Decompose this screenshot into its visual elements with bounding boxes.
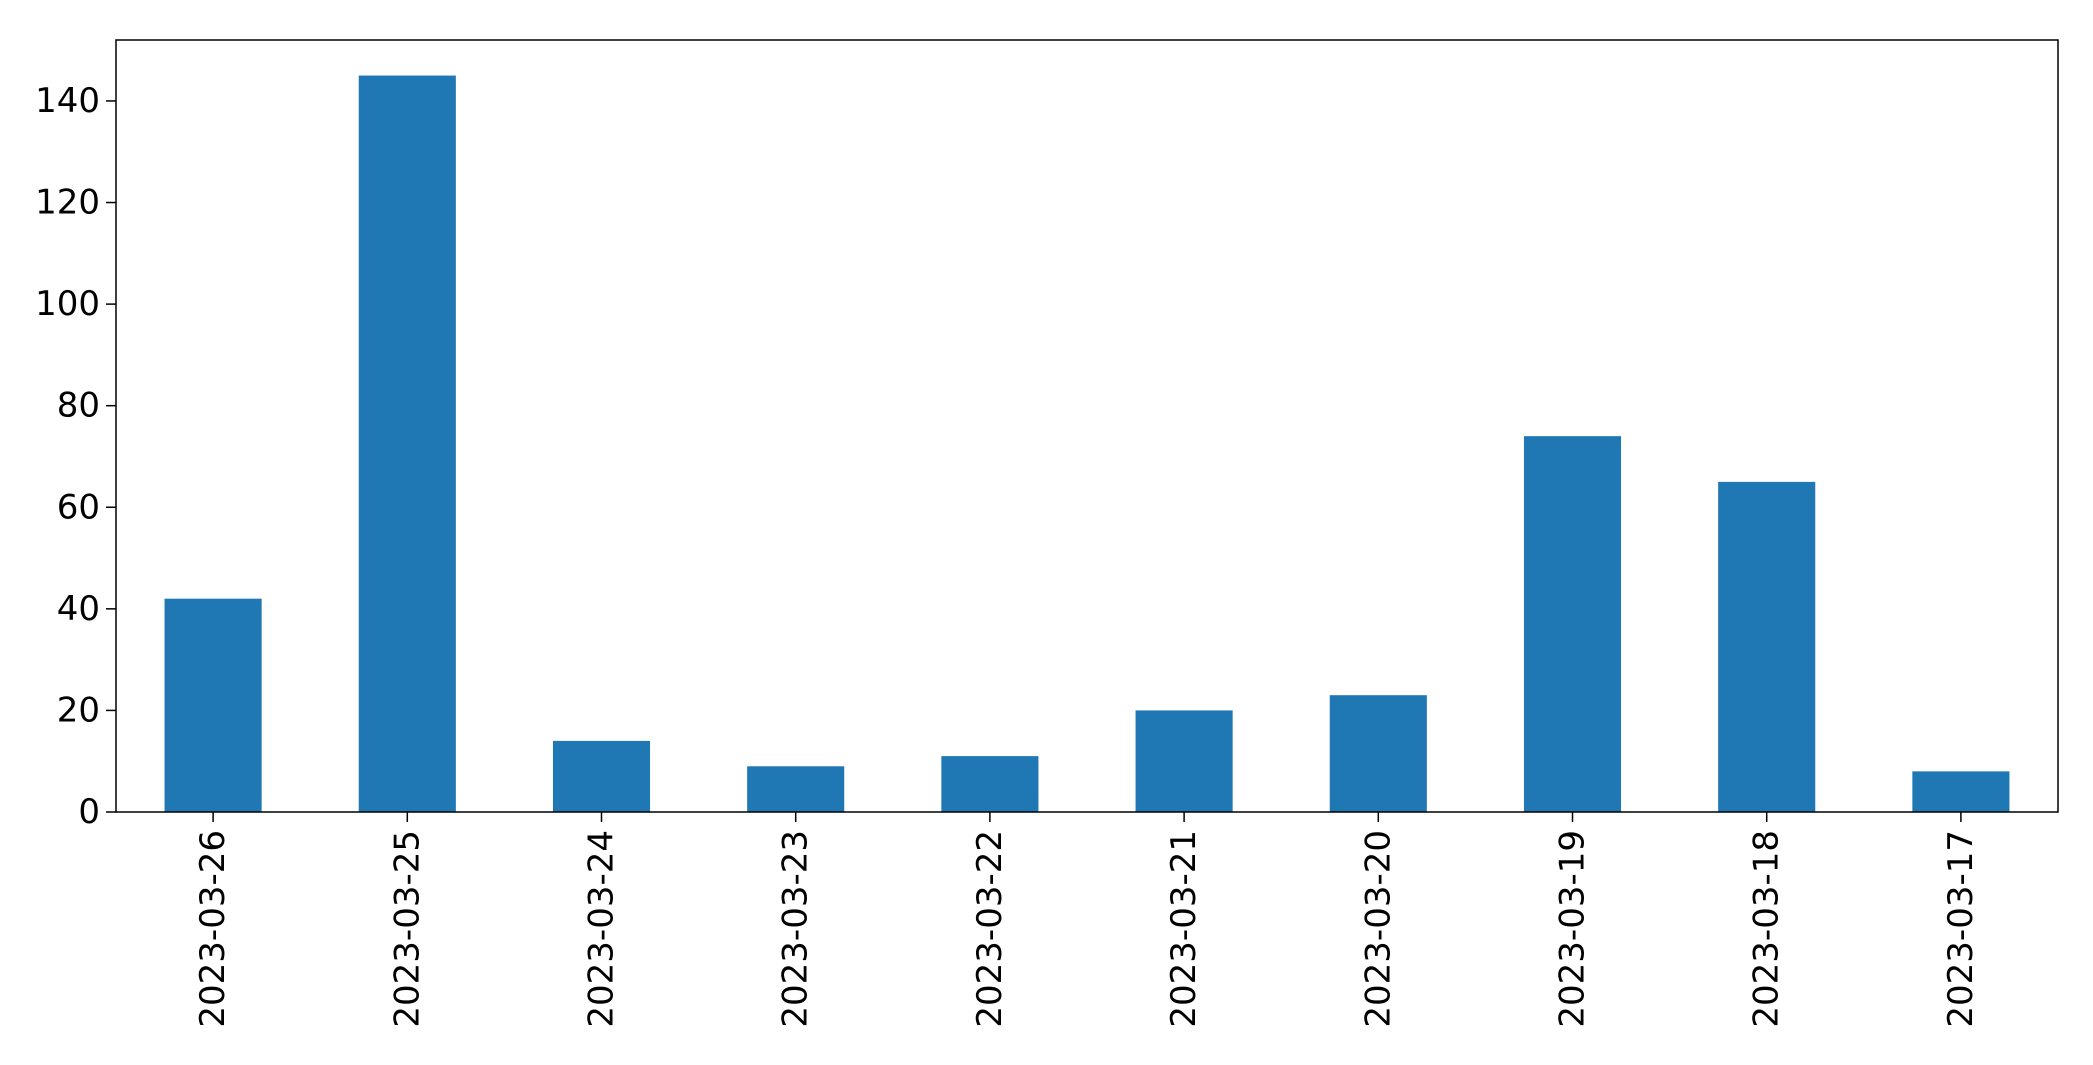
x-tick-label: 2023-03-23 (776, 830, 816, 1028)
y-axis: 0 20 40 60 80 100 120 140 (35, 81, 116, 832)
y-tick-label: 140 (35, 81, 100, 121)
bar-2023-03-26 (164, 598, 262, 812)
x-tick-label: 2023-03-20 (1358, 830, 1398, 1028)
x-tick-label: 2023-03-25 (387, 830, 427, 1028)
bar-2023-03-22 (941, 756, 1039, 812)
y-tick-label: 100 (35, 284, 100, 324)
x-tick-label: 2023-03-18 (1747, 830, 1787, 1028)
x-tick-label: 2023-03-24 (582, 830, 622, 1028)
plot-frame (115, 39, 2059, 813)
x-tick-label: 2023-03-19 (1553, 830, 1593, 1028)
x-tick-label: 2023-03-17 (1941, 830, 1981, 1028)
bar-2023-03-20 (1329, 695, 1427, 812)
x-tick-label: 2023-03-26 (193, 830, 233, 1028)
bar-2023-03-17 (1912, 771, 2010, 812)
x-tick-label: 2023-03-21 (1164, 830, 1204, 1028)
y-tick-label: 120 (35, 183, 100, 223)
bar-2023-03-18 (1718, 481, 1816, 812)
y-tick-label: 40 (57, 589, 100, 629)
bar-2023-03-19 (1523, 436, 1622, 812)
y-tick-label: 20 (57, 690, 100, 730)
y-tick-label: 60 (57, 487, 100, 527)
y-tick-label: 0 (78, 792, 100, 832)
bar-2023-03-24 (552, 740, 651, 812)
bar-2023-03-25 (358, 75, 456, 813)
bar-2023-03-21 (1135, 710, 1233, 812)
x-axis: 2023-03-26 2023-03-25 2023-03-24 2023-03-23… (193, 812, 1981, 1028)
bar-2023-03-23 (747, 766, 845, 812)
bars-layer (164, 75, 2010, 813)
y-tick-label: 80 (57, 386, 100, 426)
x-tick-label: 2023-03-22 (970, 830, 1010, 1028)
